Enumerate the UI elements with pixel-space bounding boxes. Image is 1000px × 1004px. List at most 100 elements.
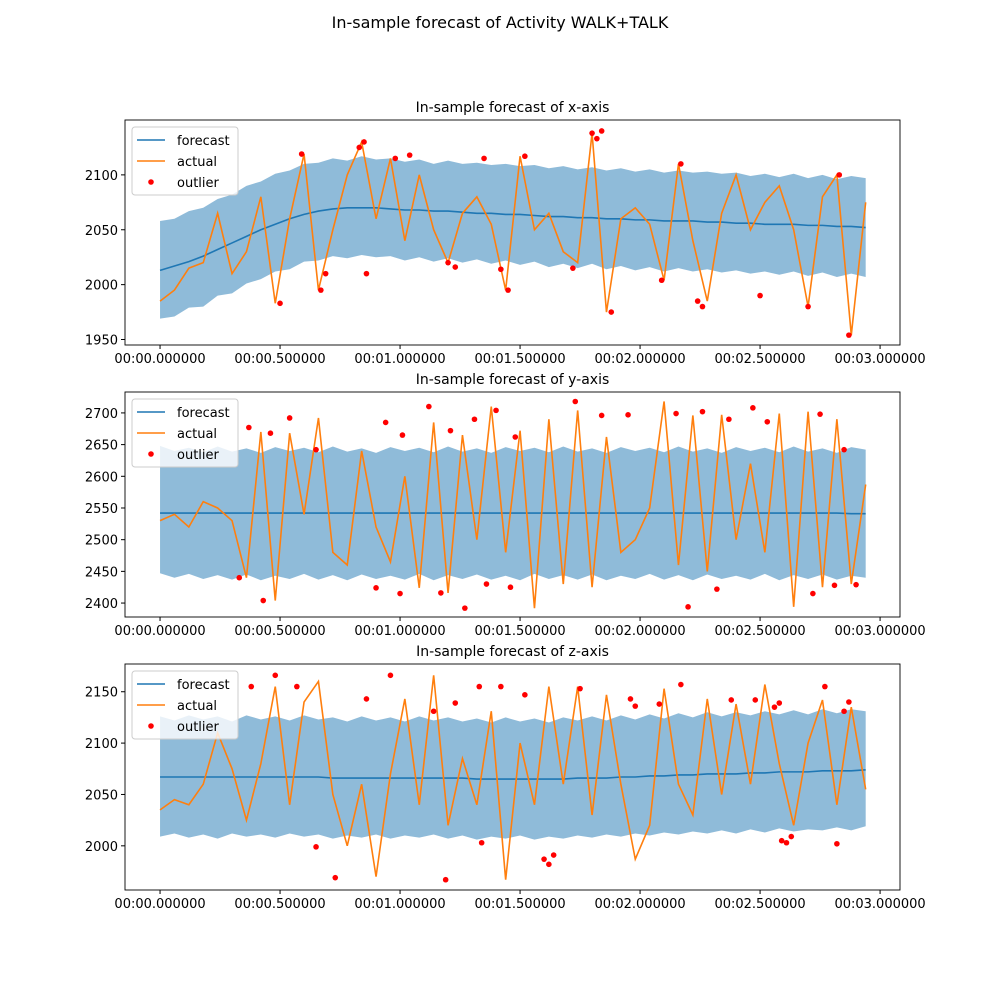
outlier-point — [577, 685, 583, 692]
outlier-point — [522, 692, 528, 698]
legend-label: outlier — [177, 720, 220, 735]
outlier-point — [298, 151, 305, 157]
outlier-point — [685, 604, 691, 610]
series-line — [159, 133, 867, 336]
x-tick-label: 00:00.500000 — [234, 352, 325, 367]
outlier-point — [447, 427, 454, 434]
outlier-point — [757, 292, 763, 299]
y-tick-label: 2700 — [85, 407, 118, 422]
outlier-point — [452, 264, 459, 270]
outlier-point — [841, 708, 847, 715]
outlier-point — [836, 172, 843, 178]
y-tick-label: 2550 — [85, 502, 118, 517]
y-tick-label: 2400 — [85, 597, 118, 612]
series-line — [159, 401, 867, 609]
legend-marker — [148, 451, 154, 457]
x-tick-label: 00:03.000000 — [834, 897, 925, 912]
y-tick-label: 2000 — [85, 840, 118, 855]
figure-title: In-sample forecast of Activity WALK+TALK — [332, 13, 669, 32]
axes-frame — [124, 663, 901, 891]
outlier-point — [805, 303, 811, 310]
outlier-point — [776, 700, 783, 706]
outlier-point — [322, 270, 329, 277]
x-tick-label: 00:02.000000 — [594, 897, 685, 912]
outlier-point — [438, 590, 444, 596]
outlier-point — [493, 407, 499, 414]
y-tick-label: 2150 — [85, 686, 118, 701]
outlier-point — [728, 697, 735, 703]
x-tick-label: 00:01.000000 — [354, 897, 445, 912]
x-tick-label: 00:02.500000 — [714, 352, 805, 367]
legend-label: actual — [177, 155, 217, 170]
outlier-point — [498, 683, 504, 690]
outlier-point — [476, 683, 483, 690]
axes-frame — [124, 391, 901, 618]
x-tick-label: 00:00.500000 — [234, 624, 325, 639]
x-tick-label: 00:02.500000 — [714, 897, 805, 912]
outlier-point — [550, 852, 557, 858]
outlier-point — [594, 135, 600, 142]
outlier-point — [658, 277, 665, 284]
outlier-point — [382, 419, 389, 426]
y-tick-label: 1950 — [85, 334, 118, 349]
outlier-point — [478, 839, 485, 846]
outlier-point — [699, 303, 706, 310]
outlier-point — [570, 265, 576, 271]
legend-label: forecast — [177, 678, 230, 693]
subplot: In-sample forecast of z-axis 00:00.000000… — [85, 644, 926, 912]
outlier-point — [598, 128, 605, 134]
outlier-point — [294, 683, 300, 690]
outlier-point — [694, 298, 701, 304]
subplot-title: In-sample forecast of x-axis — [416, 100, 610, 116]
outlier-point — [512, 434, 519, 440]
y-tick-label: 2050 — [85, 224, 118, 239]
y-tick-label: 2050 — [85, 788, 118, 803]
x-tick-label: 00:03.000000 — [834, 624, 925, 639]
outlier-point — [678, 681, 684, 688]
outlier-point — [831, 582, 838, 589]
outlier-point — [505, 287, 511, 293]
legend-marker — [148, 179, 154, 185]
outlier-point — [397, 590, 403, 597]
outlier-point — [541, 856, 547, 862]
outlier-point — [272, 672, 279, 679]
outlier-point — [853, 581, 859, 588]
outlier-point — [699, 408, 706, 415]
x-tick-label: 00:00.000000 — [114, 624, 205, 639]
outlier-point — [332, 874, 339, 881]
outlier-point — [771, 704, 778, 710]
outlier-point — [313, 844, 319, 850]
outlier-point — [445, 259, 451, 266]
outlier-point — [406, 152, 413, 158]
outlier-point — [430, 708, 437, 715]
outlier-point — [846, 332, 852, 338]
outlier-point — [608, 309, 615, 315]
outlier-point — [673, 410, 679, 417]
outlier-point — [483, 581, 490, 587]
outlier-point — [356, 144, 363, 151]
outlier-point — [627, 696, 634, 702]
outlier-point — [507, 584, 514, 591]
y-tick-label: 2500 — [85, 534, 118, 549]
outlier-point — [817, 411, 823, 417]
outlier-point — [481, 155, 487, 162]
outlier-point — [589, 130, 595, 136]
outlier-point — [498, 266, 504, 273]
outlier-point — [277, 300, 283, 307]
y-tick-label: 2600 — [85, 470, 118, 485]
outlier-point — [387, 672, 394, 679]
outlier-point — [452, 700, 459, 706]
y-tick-label: 2650 — [85, 439, 118, 454]
outlier-point — [783, 839, 790, 846]
outlier-point — [788, 833, 795, 840]
outlier-point — [656, 701, 663, 707]
legend-marker — [148, 723, 154, 729]
outlier-point — [318, 287, 324, 293]
legend-label: outlier — [177, 176, 220, 191]
x-tick-label: 00:03.000000 — [834, 352, 925, 367]
confidence-band — [160, 709, 866, 840]
y-tick-label: 2000 — [85, 279, 118, 294]
legend-label: actual — [177, 427, 217, 442]
legend-label: forecast — [177, 134, 230, 149]
